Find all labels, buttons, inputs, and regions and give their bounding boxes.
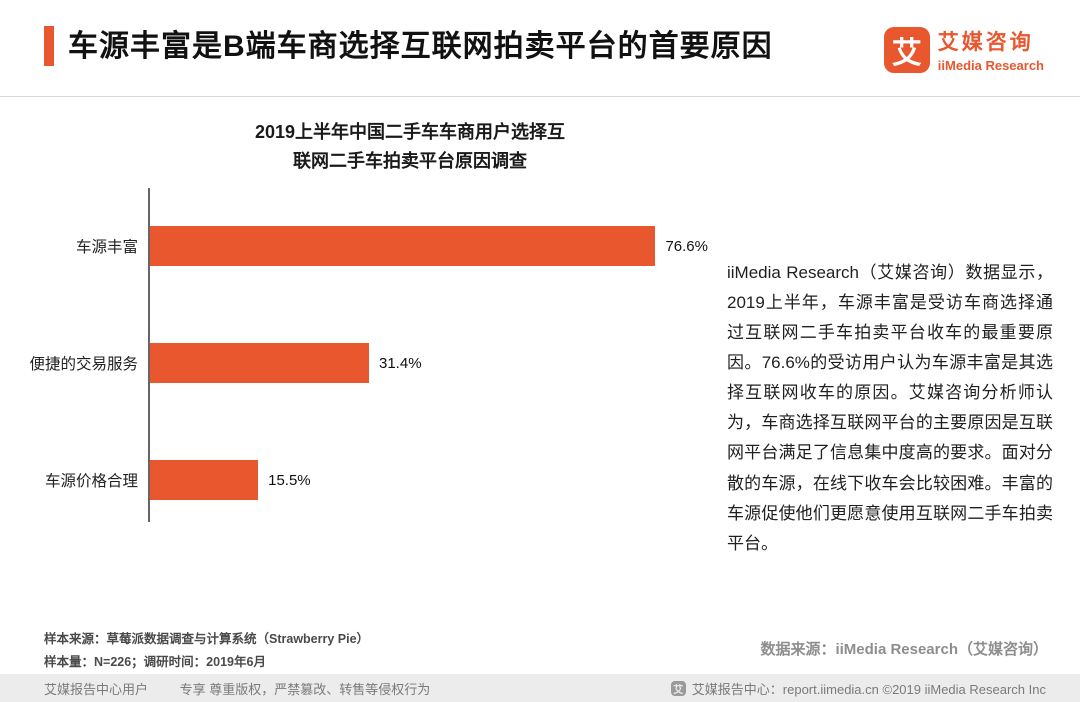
brand-logo: 艾 艾媒咨询 iiMedia Research [883,26,1044,73]
chart-row: 便捷的交易服务 31.4% [29,343,708,383]
sample-source-note: 样本来源：草莓派数据调查与计算系统（Strawberry Pie） [44,632,370,646]
analysis-text-block: iiMedia Research（艾媒咨询）数据显示，2019上半年，车源丰富是… [727,258,1053,559]
chart-title-line1: 2019上半年中国二手车车商用户选择互 [254,122,566,142]
chart-row: 车源丰富 76.6% [76,226,708,266]
analysis-paragraph: iiMedia Research（艾媒咨询）数据显示，2019上半年，车源丰富是… [727,263,1053,553]
footer-copyright-notice: 专享 尊重版权，严禁篡改、转售等侵权行为 [179,681,431,697]
footer-left: 艾媒报告中心用户 专享 尊重版权，严禁篡改、转售等侵权行为 [44,679,430,698]
value-label: 15.5% [268,471,311,489]
chart-title: 2019上半年中国二手车车商用户选择互 联网二手车拍卖平台原因调查 [150,118,670,176]
footnotes: 样本来源：草莓派数据调查与计算系统（Strawberry Pie） 样本量：N=… [44,628,369,674]
chart-row: 车源价格合理 15.5% [45,460,708,500]
bar-chart: 车源丰富 76.6% 便捷的交易服务 31.4% 车源价格合理 15.5% [29,188,708,522]
bar [150,460,259,500]
category-label: 车源丰富 [75,239,138,256]
category-label: 车源价格合理 [44,473,138,490]
header-divider [0,96,1080,97]
value-label: 76.6% [665,237,708,255]
bar-chart-rows: 车源丰富 76.6% 便捷的交易服务 31.4% 车源价格合理 15.5% [29,188,708,522]
category-label: 便捷的交易服务 [29,356,138,373]
sample-size-note: 样本量：N=226；调研时间：2019年6月 [44,655,266,670]
data-source-note: 数据来源：iiMedia Research（艾媒咨询） [760,641,1048,658]
brand-name-en: iiMedia Research [937,58,1044,73]
title-accent-bar [44,26,54,66]
footer-source-text: 艾媒报告中心：report.iimedia.cn ©2019 iiMedia R… [691,681,1046,697]
brand-text: 艾媒咨询 iiMedia Research [938,26,1044,73]
chart-title-line2: 联网二手车拍卖平台原因调查 [293,150,527,171]
brand-name-cn: 艾媒咨询 [937,31,1034,54]
bar [150,343,369,383]
title-wrap: 车源丰富是B端车商选择互联网拍卖平台的首要原因 [44,26,773,66]
page-title: 车源丰富是B端车商选择互联网拍卖平台的首要原因 [68,29,773,63]
value-label: 31.4% [379,354,422,372]
iimedia-footer-logo-icon: 艾 [670,680,686,696]
header: 车源丰富是B端车商选择互联网拍卖平台的首要原因 艾 艾媒咨询 iiMedia R… [44,26,1044,73]
footer-user-label: 艾媒报告中心用户 [44,681,149,697]
iimedia-logo-icon: 艾 [883,26,930,73]
bar [150,226,656,266]
footer-right: 艾 艾媒报告中心：report.iimedia.cn ©2019 iiMedia… [670,679,1046,698]
footer-bar: 艾媒报告中心用户 专享 尊重版权，严禁篡改、转售等侵权行为 艾 艾媒报告中心：r… [0,674,1080,702]
